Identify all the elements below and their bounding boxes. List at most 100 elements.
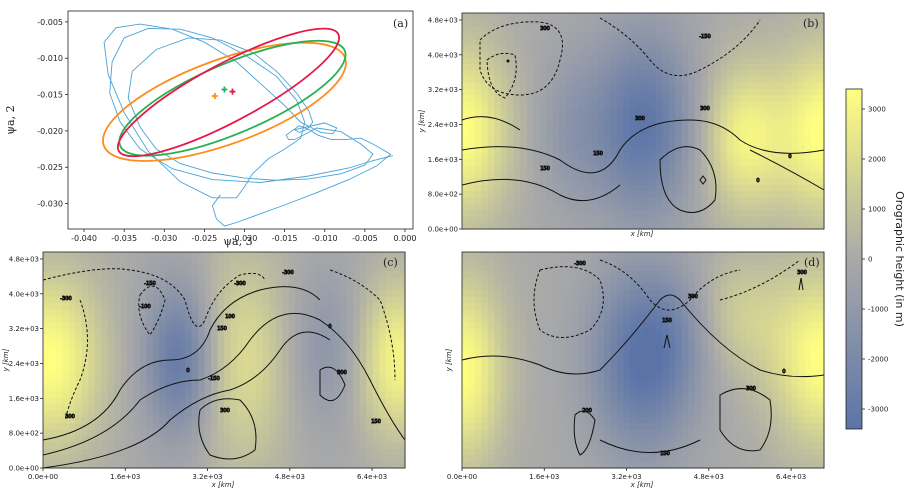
heatmap-cell	[727, 51, 735, 59]
heatmap-cell	[275, 271, 283, 279]
heatmap-cell	[571, 38, 579, 46]
heatmap-cell	[462, 184, 470, 192]
heatmap-cell	[798, 152, 806, 160]
heatmap-cell	[249, 372, 257, 380]
heatmap-cell	[359, 404, 367, 412]
heatmap-cell	[295, 302, 303, 310]
heatmap-cell	[217, 372, 225, 380]
heatmap-cell	[539, 25, 547, 33]
heatmap-cell	[198, 258, 206, 266]
heatmap-cell	[462, 461, 470, 469]
heatmap-cell	[139, 461, 148, 469]
heatmap-cell	[55, 302, 63, 310]
heatmap-cell	[643, 309, 651, 317]
heatmap-cell	[733, 70, 741, 78]
heatmap-cell	[804, 101, 812, 109]
heatmap-cell	[165, 283, 173, 291]
heatmap-cell	[617, 108, 625, 116]
heatmap-cell	[159, 283, 167, 291]
heatmap-cell	[224, 448, 232, 456]
heatmap-cell	[591, 51, 599, 59]
heatmap-cell	[185, 423, 193, 431]
heatmap-cell	[359, 398, 367, 406]
heatmap-cell	[366, 423, 374, 431]
heatmap-cell	[714, 178, 722, 186]
heatmap-cell	[630, 216, 638, 224]
heatmap-cell	[591, 340, 599, 348]
heatmap-cell	[385, 461, 393, 469]
heatmap-cell	[591, 127, 599, 135]
heatmap-cell	[507, 190, 515, 198]
heatmap-cell	[584, 277, 592, 285]
heatmap-cell	[94, 340, 102, 348]
heatmap-cell	[340, 385, 348, 393]
heatmap-cell	[636, 372, 644, 380]
heatmap-cell	[571, 360, 579, 367]
heatmap-cell	[398, 423, 406, 431]
heatmap-cell	[714, 44, 722, 52]
heatmap-cell	[533, 70, 541, 78]
heatmap-cell	[346, 385, 354, 393]
heatmap-cell	[552, 114, 560, 122]
heatmap-cell	[597, 455, 605, 463]
heatmap-cell	[159, 353, 167, 361]
heatmap-cell	[739, 57, 748, 65]
heatmap-cell	[133, 321, 141, 329]
heatmap-cell	[366, 290, 374, 298]
heatmap-cell	[772, 44, 780, 52]
heatmap-cell	[817, 108, 825, 116]
heatmap-cell	[224, 385, 232, 393]
heatmap-cell	[379, 315, 387, 323]
heatmap-cell	[558, 264, 567, 272]
heatmap-cell	[462, 209, 470, 217]
heatmap-cell	[165, 290, 173, 298]
heatmap-cell	[494, 216, 502, 224]
heatmap-cell	[539, 347, 547, 355]
heatmap-cell	[353, 283, 361, 291]
heatmap-cell	[546, 190, 554, 198]
heatmap-cell	[765, 190, 773, 198]
heatmap-cell	[571, 57, 579, 65]
heatmap-cell	[520, 32, 528, 40]
heatmap-cell	[655, 32, 663, 40]
heatmap-cell	[507, 114, 515, 122]
heatmap-cell	[739, 82, 748, 90]
heatmap-cell	[662, 51, 670, 59]
heatmap-cell	[230, 398, 238, 406]
heatmap-cell	[75, 366, 83, 374]
heatmap-cell	[752, 216, 760, 224]
heatmap-cell	[288, 410, 296, 418]
heatmap-cell	[249, 455, 257, 463]
heatmap-cell	[494, 197, 502, 205]
heatmap-cell	[662, 152, 670, 160]
heatmap-cell	[211, 404, 219, 412]
heatmap-cell	[694, 95, 702, 103]
heatmap-cell	[675, 57, 683, 65]
heatmap-cell	[217, 379, 225, 387]
heatmap-cell	[301, 340, 309, 348]
heatmap-cell	[520, 178, 528, 186]
heatmap-cell	[262, 455, 270, 463]
heatmap-cell	[811, 222, 819, 230]
heatmap-cell	[552, 184, 560, 192]
heatmap-cell	[552, 302, 560, 310]
heatmap-cell	[520, 258, 528, 266]
heatmap-cell	[733, 32, 741, 40]
heatmap-cell	[597, 334, 605, 342]
heatmap-cell	[43, 429, 51, 437]
heatmap-cell	[243, 347, 251, 355]
heatmap-cell	[81, 271, 89, 279]
heatmap-cell	[487, 442, 495, 450]
heatmap-cell	[282, 290, 290, 298]
heatmap-cell	[120, 252, 128, 259]
heatmap-cell	[513, 398, 521, 406]
heatmap-cell	[546, 347, 554, 355]
heatmap-cell	[236, 296, 244, 304]
heatmap-cell	[494, 315, 502, 323]
heatmap-cell	[481, 133, 489, 141]
heatmap-cell	[552, 398, 560, 406]
heatmap-cell	[526, 290, 534, 298]
heatmap-cell	[597, 372, 605, 380]
heatmap-cell	[172, 334, 180, 342]
heatmap-cell	[643, 360, 651, 367]
